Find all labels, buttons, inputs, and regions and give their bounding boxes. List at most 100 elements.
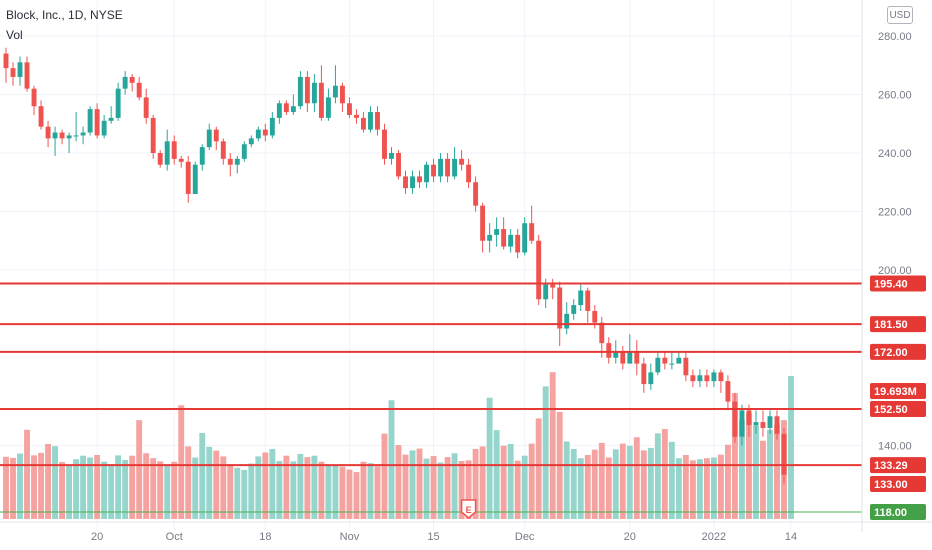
candle-body [487, 234, 493, 241]
candle-body [746, 410, 752, 426]
volume-bar [360, 461, 367, 519]
candle-body [711, 372, 717, 382]
volume-bar [570, 448, 577, 519]
volume-bar [213, 450, 220, 519]
candle-body [3, 53, 9, 69]
volume-bar [367, 463, 374, 519]
time-axis-tick-label: 14 [785, 531, 797, 543]
volume-bar [584, 455, 591, 519]
volume-bar [255, 456, 262, 519]
volume-bar [87, 457, 94, 519]
candle-body [725, 381, 731, 402]
candle-body [199, 147, 205, 165]
volume-bar [753, 425, 759, 519]
candle-body [87, 109, 93, 133]
volume-bar [402, 454, 409, 519]
volume-bar [689, 460, 696, 519]
price-axis[interactable] [862, 0, 932, 532]
volume-bar [234, 467, 241, 519]
currency-button[interactable]: USD [887, 6, 913, 24]
candle-body [781, 433, 787, 475]
candle-body [410, 176, 415, 189]
volume-bar [185, 446, 192, 519]
candle-body [192, 164, 198, 194]
candle-body [318, 82, 324, 118]
candle-body [578, 290, 584, 306]
volume-bar [353, 472, 360, 519]
candle-body [683, 357, 689, 376]
volume-bar [549, 372, 556, 519]
candle-body [501, 229, 507, 247]
candle-body [24, 62, 30, 89]
volume-bar [157, 461, 164, 519]
volume-bar [703, 458, 710, 519]
candle-body [732, 401, 738, 437]
candle-body [80, 132, 86, 136]
candle-body [508, 234, 514, 247]
candle-body [241, 144, 247, 159]
volume-bar [108, 464, 115, 519]
candle-body [529, 223, 535, 241]
volume-bar [458, 461, 465, 519]
volume-bar [626, 445, 633, 519]
price-level-label-bg[interactable] [870, 504, 926, 520]
candle-body [52, 132, 58, 139]
volume-bar [395, 445, 402, 519]
last-price-label-bg[interactable] [870, 476, 926, 492]
candle-body [248, 138, 254, 145]
volume-bar [767, 429, 773, 519]
earnings-marker-icon[interactable] [460, 499, 477, 519]
candle-body [206, 129, 212, 148]
volume-bar [724, 444, 731, 519]
price-level-label-bg[interactable] [870, 316, 926, 333]
volume-bar [192, 457, 199, 519]
volume-bar [788, 376, 794, 519]
symbol-legend[interactable]: Block, Inc., 1D, NYSE [6, 8, 123, 22]
candle-body [438, 158, 444, 177]
volume-bar [318, 461, 325, 519]
candle-body [283, 103, 289, 113]
candle-body [774, 416, 780, 434]
volume-bar [73, 459, 80, 519]
volume-bar [290, 461, 297, 519]
candle-body [389, 153, 394, 159]
price-level-label: 118.00 [874, 507, 907, 519]
volume-bar [423, 458, 430, 519]
price-level-label-bg[interactable] [870, 400, 926, 417]
candle-body [522, 223, 528, 253]
last-volume-label-bg[interactable] [870, 383, 926, 399]
volume-bar [276, 461, 283, 519]
candle-body [620, 351, 626, 364]
volume-bar [760, 440, 766, 519]
price-level-label-bg[interactable] [870, 343, 926, 360]
price-level-label-bg[interactable] [870, 457, 926, 474]
volume-bar [605, 457, 612, 519]
candle-body [164, 141, 170, 165]
candle-body [108, 117, 114, 121]
candle-body [662, 357, 668, 364]
candle-body [585, 290, 591, 311]
volume-bar [521, 455, 528, 519]
time-axis-tick-label: 18 [259, 531, 271, 543]
volume-bar [507, 443, 514, 519]
time-axis-tick-label: 2022 [702, 531, 726, 543]
volume-bar [115, 455, 122, 519]
volume-bar [164, 465, 171, 519]
candle-body [494, 229, 500, 235]
volume-bar [717, 454, 724, 519]
volume-bar [409, 450, 416, 519]
volume-bar [598, 442, 605, 519]
candle-body [536, 240, 542, 300]
price-axis-tick-label: 200.00 [878, 265, 912, 277]
volume-bar [129, 455, 136, 519]
price-level-label-bg[interactable] [870, 275, 926, 292]
volume-legend[interactable]: Vol [6, 28, 23, 42]
volume-bar [746, 413, 752, 519]
candle-body [45, 126, 51, 139]
volume-bar [346, 469, 353, 519]
volume-bar [66, 464, 73, 519]
volume-bar [339, 466, 346, 519]
candle-body [613, 351, 619, 358]
